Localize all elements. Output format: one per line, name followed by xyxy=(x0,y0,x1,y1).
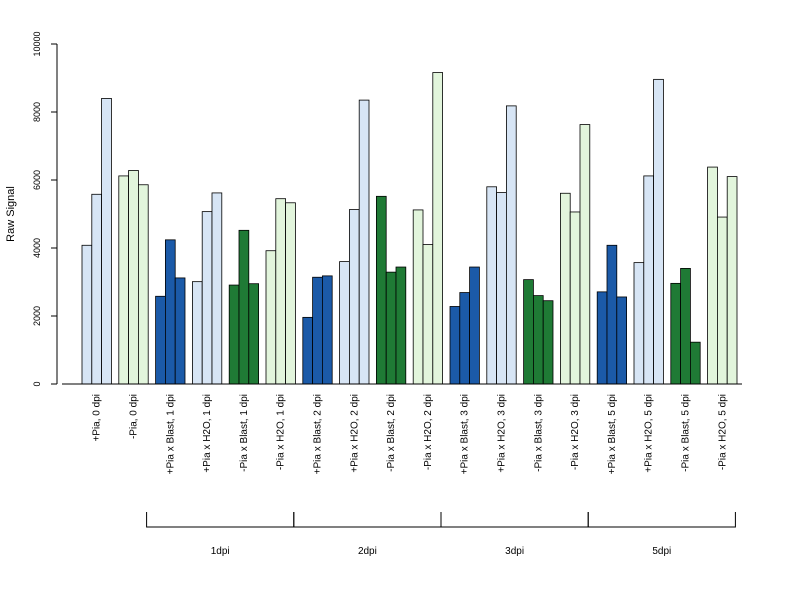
bar xyxy=(680,267,691,385)
bars-layer xyxy=(81,72,738,385)
bar xyxy=(643,175,654,385)
x-axis: +Pia, 0 dpi -Pia, 0 dpi +Pia x Blast, 1 dp… xyxy=(62,383,742,474)
x-category-label: +Pia x Blast, 1 dpi xyxy=(165,394,176,474)
bar xyxy=(128,170,139,385)
bar xyxy=(560,192,571,385)
bar xyxy=(542,300,554,385)
bar xyxy=(486,186,497,385)
group-brackets: 1dpi 2dpi 3dpi 5dpi xyxy=(146,512,736,557)
bar xyxy=(422,244,434,385)
bar xyxy=(395,266,407,385)
bar xyxy=(606,244,618,385)
bar xyxy=(101,98,112,385)
y-tick-label: 10000 xyxy=(32,31,42,56)
bar xyxy=(248,283,260,385)
group-label: 3dpi xyxy=(505,546,524,557)
bar xyxy=(265,250,277,385)
bar xyxy=(690,341,701,385)
x-category-label: +Pia, 0 dpi xyxy=(92,394,103,442)
bar xyxy=(164,239,176,385)
bar xyxy=(596,291,608,385)
y-tick-label: 4000 xyxy=(32,238,42,258)
x-category-label: +Pia x Blast, 5 dpi xyxy=(607,394,618,474)
bar xyxy=(469,266,480,385)
bar xyxy=(174,277,186,385)
bar xyxy=(137,184,149,385)
y-tick-label: 0 xyxy=(32,381,42,386)
x-category-label: -Pia x Blast, 1 dpi xyxy=(239,394,250,472)
group-label: 5dpi xyxy=(652,546,671,557)
bar xyxy=(726,176,738,385)
bar xyxy=(533,295,544,385)
x-category-label: +Pia x Blast, 2 dpi xyxy=(313,394,324,474)
bar xyxy=(155,295,166,385)
y-tick-label: 2000 xyxy=(32,306,42,326)
group-label: 2dpi xyxy=(358,546,377,557)
x-category-label: -Pia x H2O, 3 dpi xyxy=(570,394,581,470)
bar xyxy=(312,276,323,385)
bar xyxy=(633,262,645,385)
x-category-label: +Pia x H2O, 2 dpi xyxy=(349,394,360,473)
bar xyxy=(569,211,581,385)
bar xyxy=(238,229,250,385)
x-category-label: -Pia x Blast, 5 dpi xyxy=(681,394,692,472)
bar xyxy=(375,195,387,385)
bar xyxy=(201,211,213,385)
x-category-label: +Pia x Blast, 3 dpi xyxy=(460,394,471,474)
group-bracket xyxy=(293,512,442,528)
x-category-label: -Pia x H2O, 2 dpi xyxy=(423,394,434,470)
bar xyxy=(579,124,591,385)
bar xyxy=(616,296,627,385)
bar xyxy=(449,306,461,385)
bar xyxy=(653,78,664,385)
x-category-label: -Pia, 0 dpi xyxy=(129,394,140,439)
bar xyxy=(275,198,286,385)
bar xyxy=(302,316,313,385)
bar xyxy=(348,209,360,385)
bar xyxy=(385,271,397,385)
bar xyxy=(707,166,718,385)
y-axis-label: Raw Signal xyxy=(5,186,17,242)
x-category-label: -Pia x Blast, 2 dpi xyxy=(386,394,397,472)
bar xyxy=(339,261,350,385)
group-bracket xyxy=(587,512,736,528)
bar xyxy=(523,279,534,385)
y-tick-label: 8000 xyxy=(32,102,42,122)
bar xyxy=(81,244,93,385)
x-category-label: -Pia x Blast, 3 dpi xyxy=(533,394,544,472)
bar xyxy=(496,192,507,385)
bar xyxy=(228,284,240,385)
bar xyxy=(358,99,370,385)
x-category-label: +Pia x H2O, 3 dpi xyxy=(497,394,508,473)
bar xyxy=(412,209,424,385)
group-label: 1dpi xyxy=(211,546,230,557)
bar xyxy=(505,105,517,385)
group-bracket xyxy=(146,512,295,528)
y-axis: 0 2000 4000 6000 8000 10000 xyxy=(32,31,58,387)
bar xyxy=(670,282,681,385)
bar xyxy=(91,193,103,385)
y-tick-label: 6000 xyxy=(32,170,42,190)
x-category-label: +Pia x H2O, 5 dpi xyxy=(644,394,655,473)
x-category-label: -Pia x H2O, 5 dpi xyxy=(717,394,728,470)
bar xyxy=(285,202,296,385)
bar xyxy=(191,281,203,385)
x-category-label: +Pia x H2O, 1 dpi xyxy=(202,394,213,473)
bar xyxy=(321,275,333,385)
bar xyxy=(211,192,223,385)
x-category-label: -Pia x H2O, 1 dpi xyxy=(276,394,287,470)
bar xyxy=(432,72,443,385)
group-bracket xyxy=(440,512,589,528)
bar xyxy=(717,216,728,385)
bar xyxy=(118,175,130,385)
bar xyxy=(459,292,470,385)
